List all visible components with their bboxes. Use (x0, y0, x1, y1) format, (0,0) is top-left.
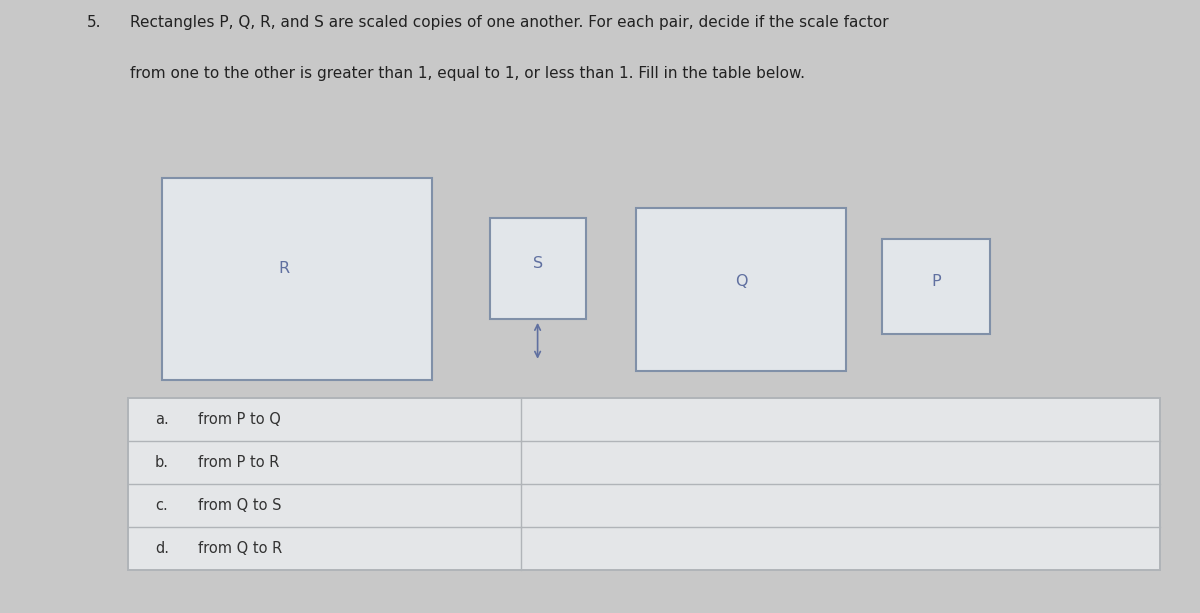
Text: from P to Q: from P to Q (198, 413, 281, 427)
Text: from Q to R: from Q to R (198, 541, 282, 556)
Text: from one to the other is greater than 1, equal to 1, or less than 1. Fill in the: from one to the other is greater than 1,… (130, 66, 805, 80)
Text: S: S (533, 256, 542, 270)
Text: P: P (931, 275, 941, 289)
Bar (636, 208, 846, 371)
Text: c.: c. (155, 498, 168, 513)
Text: d.: d. (155, 541, 169, 556)
Text: R: R (278, 261, 289, 276)
Bar (162, 178, 432, 380)
Text: a.: a. (155, 413, 168, 427)
Text: from Q to S: from Q to S (198, 498, 282, 513)
Bar (882, 239, 990, 334)
Text: Q: Q (734, 274, 748, 289)
Text: b.: b. (155, 455, 169, 470)
Text: from P to R: from P to R (198, 455, 280, 470)
Text: 5.: 5. (86, 15, 101, 30)
Text: Rectangles P, Q, R, and S are scaled copies of one another. For each pair, decid: Rectangles P, Q, R, and S are scaled cop… (130, 15, 888, 30)
Bar (490, 218, 586, 319)
Bar (128, 398, 1160, 570)
